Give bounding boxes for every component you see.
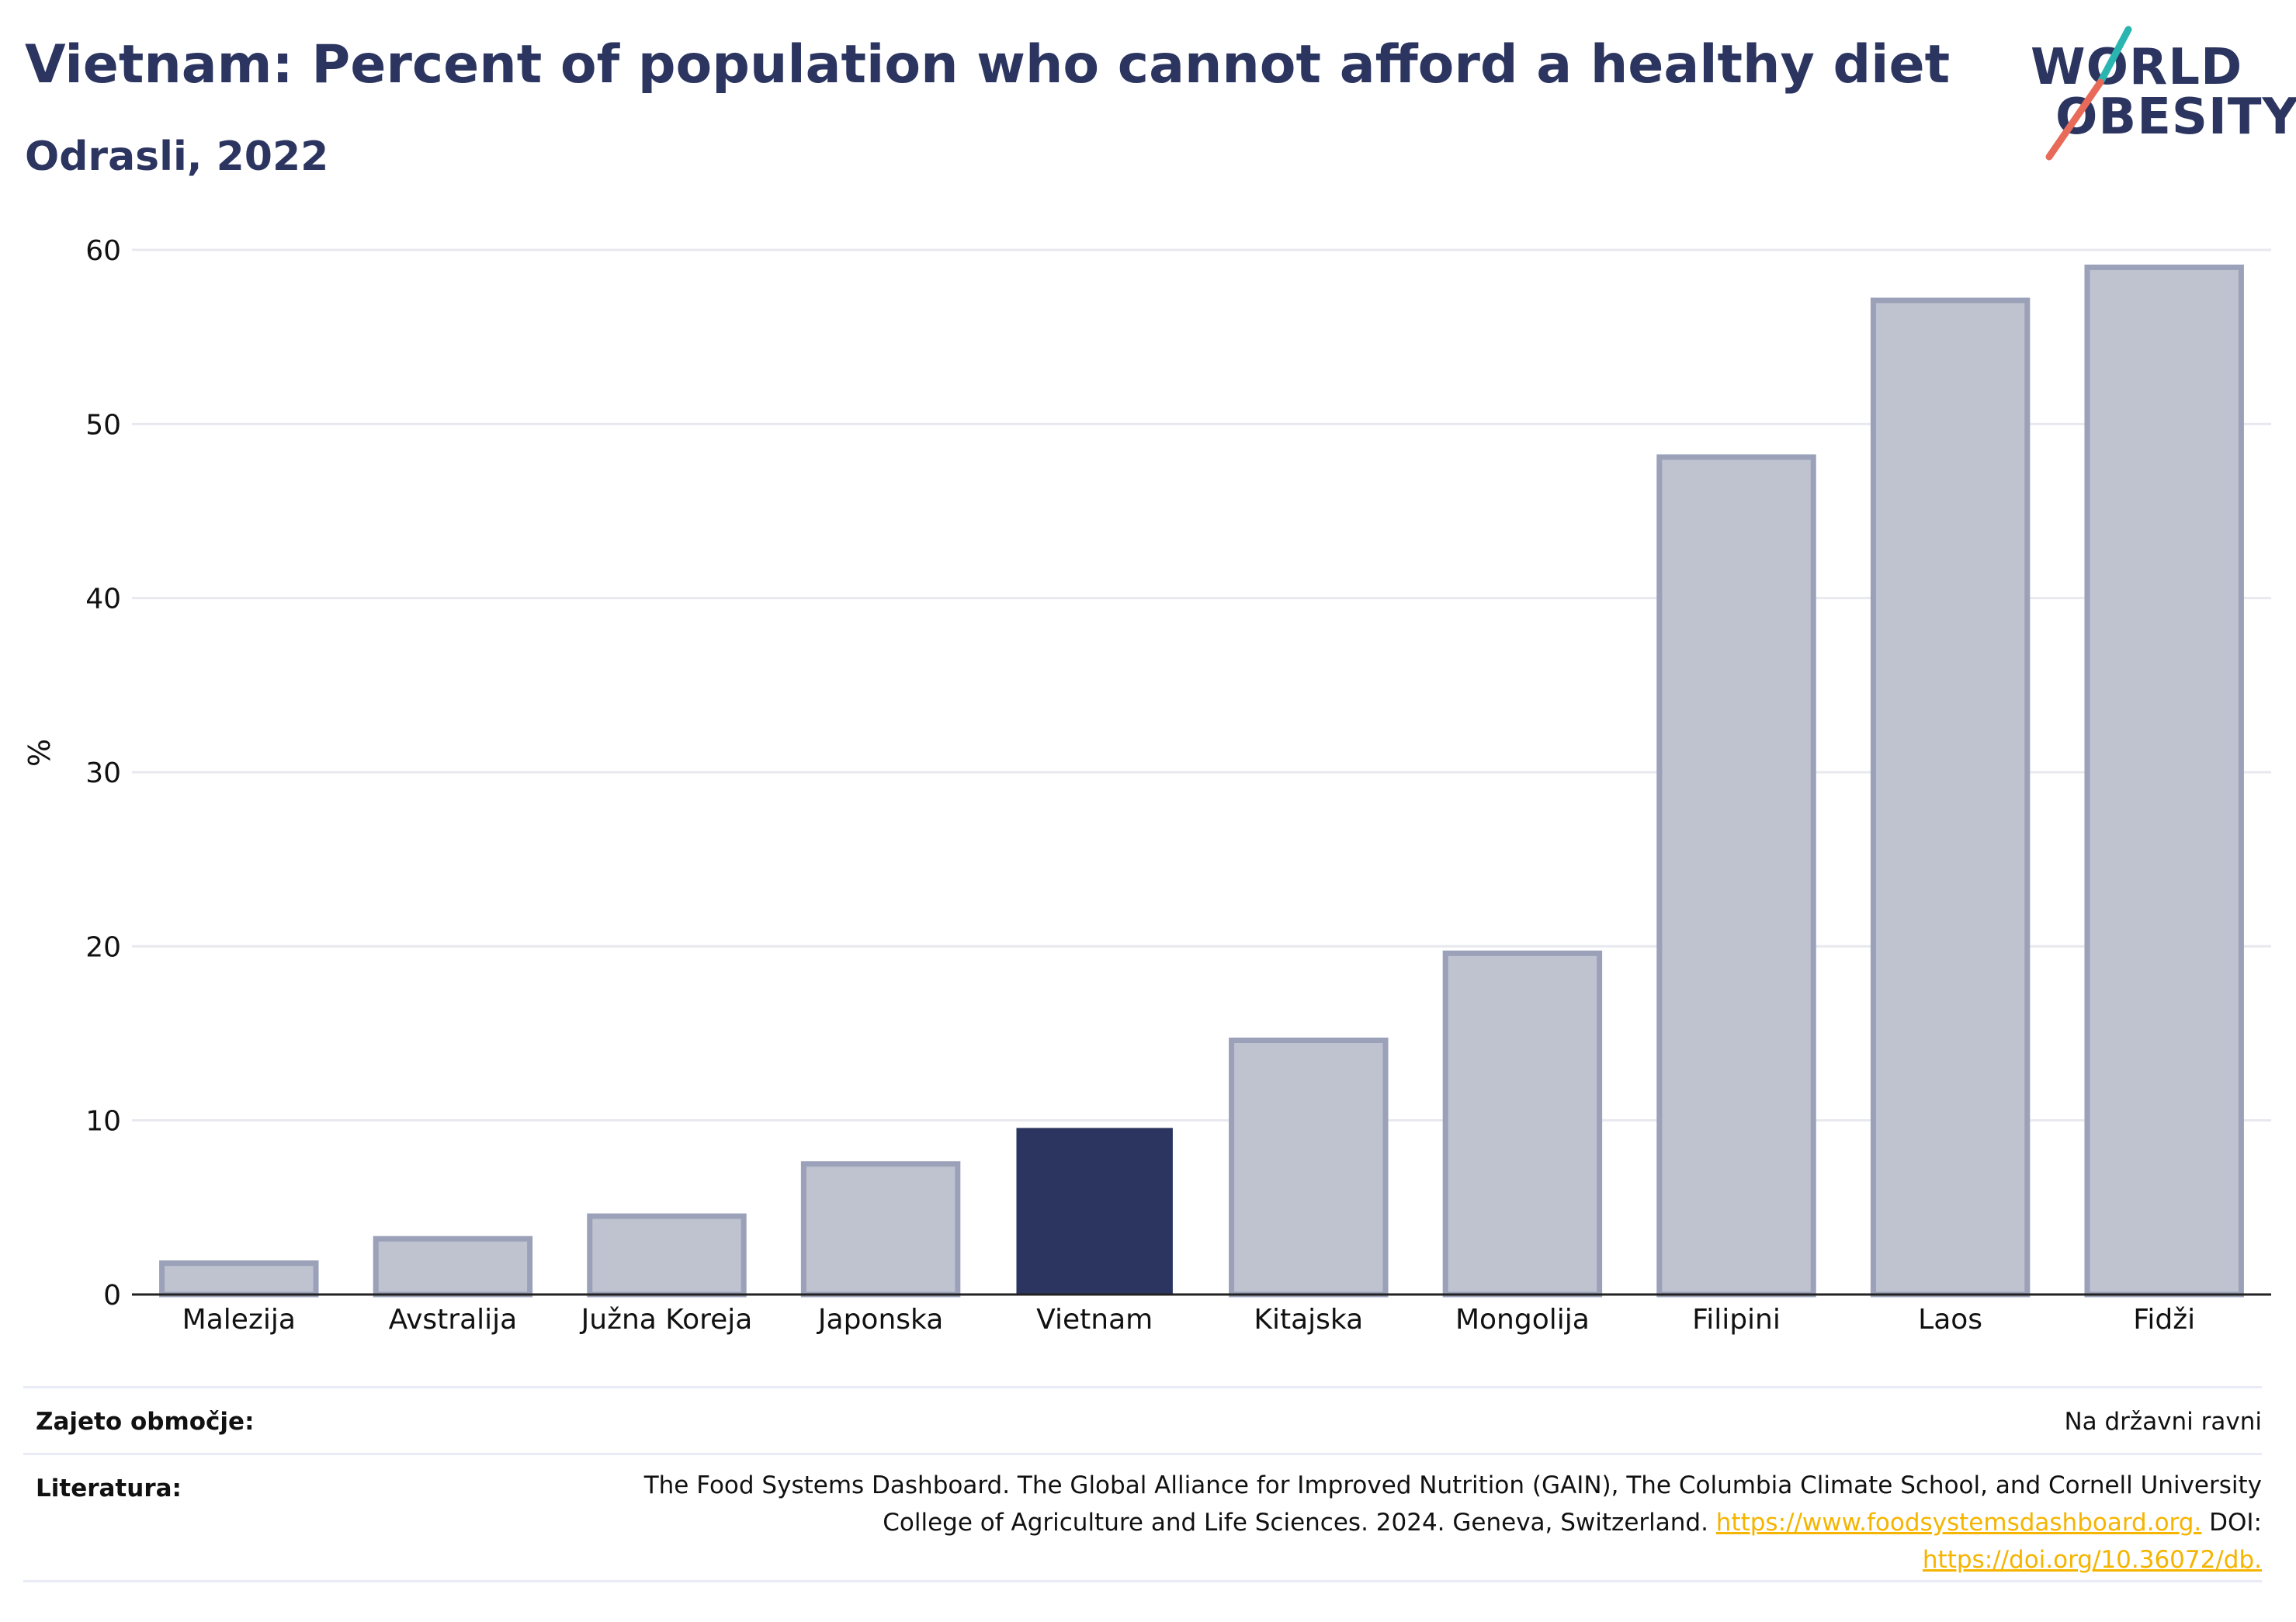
y-tick-label: 40	[85, 584, 121, 615]
bar-laos	[1870, 297, 2031, 1298]
y-axis-label: %	[23, 739, 57, 767]
logo-word-world: WORLD	[2031, 39, 2243, 96]
source-line-2-text: College of Agriculture and Life Sciences…	[883, 1509, 1708, 1537]
x-tick-label: Japonska	[817, 1304, 943, 1335]
bar-vietnam	[1016, 1128, 1173, 1296]
source-label: Literatura:	[36, 1475, 182, 1502]
footer-divider-bottom	[23, 1580, 2262, 1582]
bar-mongolija	[1442, 950, 1603, 1298]
x-tick-label: Fidži	[2133, 1304, 2195, 1335]
y-tick-label: 10	[85, 1106, 121, 1138]
x-tick-label: Vietnam	[1036, 1304, 1153, 1335]
doi-link[interactable]: https://doi.org/10.36072/db.	[1922, 1546, 2262, 1574]
x-tick-label: Avstralija	[389, 1304, 518, 1335]
y-tick-label: 50	[85, 409, 121, 441]
y-tick-label: 60	[85, 235, 121, 267]
x-tick-label: Južna Koreja	[580, 1304, 753, 1335]
x-axis-ticks: Malezija Avstralija Južna Koreja Japonska Vi…	[182, 1304, 2195, 1335]
coverage-value: Na državni ravni	[2064, 1408, 2262, 1436]
y-tick-label: 30	[85, 757, 121, 789]
chart-subtitle: Odrasli, 2022	[25, 133, 329, 180]
chart-title: Vietnam: Percent of population who canno…	[25, 34, 1951, 95]
x-tick-label: Kitajska	[1254, 1304, 1363, 1335]
dashboard-link[interactable]: https://www.foodsystemsdashboard.org.	[1715, 1509, 2202, 1537]
footer-divider-middle	[23, 1453, 2262, 1455]
bar-chart: 0 10 20 30 40 50 60 % Malezija Avstralija Južna …	[23, 235, 2271, 1335]
logo-word-obesity: OBESITY	[2055, 88, 2296, 146]
y-tick-label: 20	[85, 931, 121, 963]
bars	[159, 264, 2244, 1298]
x-tick-label: Mongolija	[1455, 1304, 1590, 1335]
doi-label: DOI:	[2209, 1509, 2262, 1537]
y-tick-label: 0	[103, 1280, 121, 1312]
logo-slash-icon	[2045, 26, 2132, 161]
source-line-1: The Food Systems Dashboard. The Global A…	[643, 1471, 2262, 1499]
bar-japonska	[800, 1161, 961, 1298]
source-row: Literatura: The Food Systems Dashboard. …	[23, 1467, 2262, 1583]
bar-južna-koreja	[587, 1213, 747, 1298]
x-tick-label: Laos	[1918, 1304, 1982, 1335]
coverage-row: Zajeto območje: Na državni ravni	[23, 1408, 2262, 1439]
world-obesity-logo: WORLD OBESITY	[2018, 23, 2296, 163]
coverage-label: Zajeto območje:	[36, 1408, 255, 1436]
source-line-3: https://doi.org/10.36072/db.	[399, 1541, 2262, 1579]
footer-divider-top	[23, 1386, 2262, 1388]
y-axis-ticks: 0 10 20 30 40 50 60	[85, 235, 121, 1312]
bar-malezija	[159, 1260, 319, 1298]
bar-fidži	[2084, 264, 2244, 1298]
bar-filipini	[1656, 454, 1816, 1298]
source-line-2: College of Agriculture and Life Sciences…	[399, 1504, 2262, 1541]
source-text: The Food Systems Dashboard. The Global A…	[399, 1467, 2262, 1579]
bar-avstralija	[373, 1236, 533, 1298]
bar-kitajska	[1229, 1037, 1389, 1298]
x-tick-label: Malezija	[182, 1304, 296, 1335]
x-tick-label: Filipini	[1692, 1304, 1781, 1335]
